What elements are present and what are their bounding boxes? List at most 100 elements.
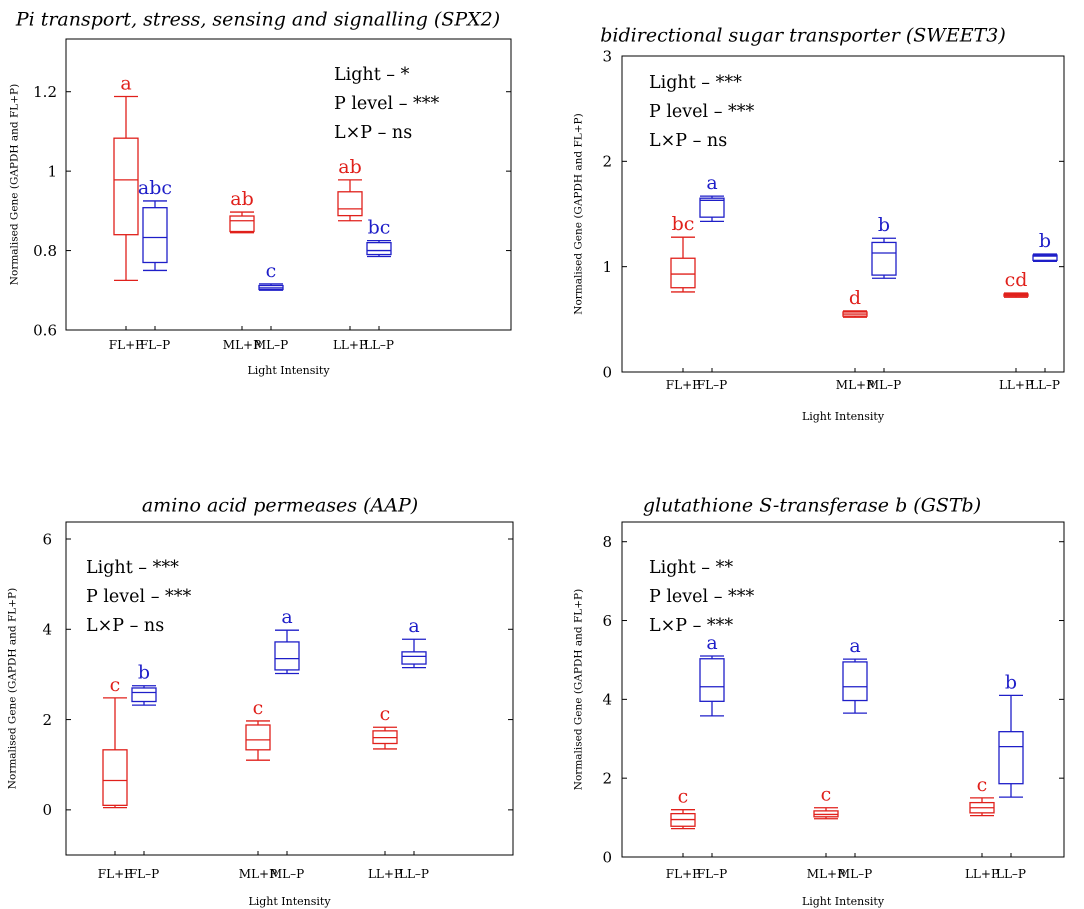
chart-title: bidirectional sugar transporter (SWEET3) (600, 25, 1005, 47)
box-iqr (998, 731, 1024, 785)
significance-letter: c (821, 784, 832, 806)
significance-letter: a (408, 615, 419, 637)
x-tick-label: ML+P (807, 867, 845, 881)
stats-line: Light – ** (649, 558, 733, 578)
chart-aap: amino acid permeases (AAP) 0 2 4 6 Normalised… (7, 495, 514, 908)
significance-letter: abc (138, 177, 172, 199)
box-FL+P: bc (670, 213, 696, 293)
stats-line: L×P – ns (649, 131, 727, 151)
x-tick-label: FL–P (697, 867, 727, 881)
box-iqr (274, 641, 300, 671)
box-ML–P: b (871, 214, 897, 279)
x-tick-label: LL+P (333, 338, 367, 352)
stats-line: P level – *** (334, 94, 440, 114)
plot-frame (65, 521, 514, 856)
box-LL–P: b (998, 671, 1024, 798)
x-tick-label: ML–P (270, 867, 304, 881)
significance-letter: c (380, 703, 391, 725)
y-tick-label: 0.6 (33, 321, 57, 339)
x-axis-label: Light Intensity (802, 410, 885, 423)
y-tick-label: 1.2 (33, 83, 57, 101)
box-ML+P: d (842, 287, 868, 318)
y-tick-label: 2 (602, 769, 612, 787)
y-tick-label: 0.8 (33, 242, 57, 260)
box-ML–P: a (842, 635, 868, 714)
significance-letter: ab (230, 188, 254, 210)
box-iqr (401, 651, 427, 665)
box-iqr (131, 687, 157, 703)
significance-letter: a (281, 606, 292, 628)
significance-letter: bc (368, 217, 391, 239)
significance-letter: a (120, 72, 131, 94)
stats-line: L×P – ns (86, 616, 164, 636)
chart-spx2: Pi transport, stress, sensing and signal… (9, 9, 512, 377)
y-axis-label: Normalised Gene (GAPDH and FL+P) (7, 588, 19, 789)
x-tick-label: LL–P (364, 338, 394, 352)
y-tick-label: 6 (602, 612, 612, 630)
box-FL–P: b (131, 662, 157, 706)
y-tick-label: 0 (602, 363, 612, 381)
box-FL+P: c (670, 786, 696, 830)
box-iqr (366, 241, 392, 256)
significance-letter: cd (1005, 269, 1028, 291)
stats-line: P level – *** (649, 587, 755, 607)
stats-line: Light – *** (649, 73, 742, 93)
chart-title: amino acid permeases (AAP) (142, 495, 418, 517)
box-FL+P: a (113, 72, 139, 282)
x-tick-label: LL–P (996, 867, 1026, 881)
box-iqr (229, 215, 255, 233)
box-iqr (337, 191, 363, 217)
y-tick-label: 3 (602, 47, 612, 65)
x-tick-label: ML+P (239, 867, 277, 881)
x-tick-label: LL–P (399, 867, 429, 881)
x-tick-label: LL+P (999, 378, 1033, 392)
box-iqr (102, 749, 128, 806)
significance-letter: a (706, 632, 717, 654)
x-tick-label: FL–P (697, 378, 727, 392)
box-iqr (670, 257, 696, 289)
y-axis-label: Normalised Gene (GAPDH and FL+P) (9, 84, 21, 285)
box-LL+P: c (372, 703, 398, 750)
x-tick-label: LL–P (1030, 378, 1060, 392)
box-LL+P: c (969, 774, 995, 817)
box-FL–P: a (699, 172, 725, 223)
x-tick-label: LL+P (368, 867, 402, 881)
significance-letter: c (266, 260, 277, 282)
box-LL+P: cd (1003, 269, 1029, 298)
chart-sweet3: bidirectional sugar transporter (SWEET3)… (573, 25, 1065, 423)
stats-line: Light – * (334, 65, 410, 85)
y-tick-label: 4 (602, 691, 612, 709)
box-iqr (1032, 254, 1058, 261)
significance-letter: a (706, 172, 717, 194)
stats-line: L×P – *** (649, 616, 733, 636)
x-axis-label: Light Intensity (247, 364, 330, 377)
box-ML+P: c (813, 784, 839, 820)
y-axis-label: Normalised Gene (GAPDH and FL+P) (573, 589, 585, 790)
stats-line: L×P – ns (334, 123, 412, 143)
x-tick-label: ML–P (838, 867, 872, 881)
box-ML+P: c (245, 697, 271, 761)
stats-line: P level – *** (649, 102, 755, 122)
box-iqr (245, 724, 271, 751)
significance-letter: bc (672, 213, 695, 235)
box-FL–P: abc (138, 177, 172, 272)
y-axis-label: Normalised Gene (GAPDH and FL+P) (573, 113, 585, 314)
chart-title: glutathione S-transferase b (GSTb) (643, 495, 981, 517)
x-tick-label: ML+P (836, 378, 874, 392)
significance-letter: c (977, 774, 988, 796)
x-tick-label: FL–P (140, 338, 170, 352)
box-ML+P: ab (229, 188, 255, 234)
y-tick-label: 8 (602, 533, 612, 551)
box-LL+P: ab (337, 156, 363, 222)
plot-frame (621, 521, 1065, 858)
box-iqr (113, 137, 139, 236)
significance-letter: b (138, 662, 150, 684)
x-tick-label: LL+P (965, 867, 999, 881)
x-tick-label: ML–P (867, 378, 901, 392)
x-tick-label: FL+P (666, 867, 700, 881)
significance-letter: d (849, 287, 861, 309)
x-tick-label: FL+P (98, 867, 132, 881)
y-tick-label: 6 (42, 530, 52, 548)
box-LL–P: bc (366, 217, 392, 258)
